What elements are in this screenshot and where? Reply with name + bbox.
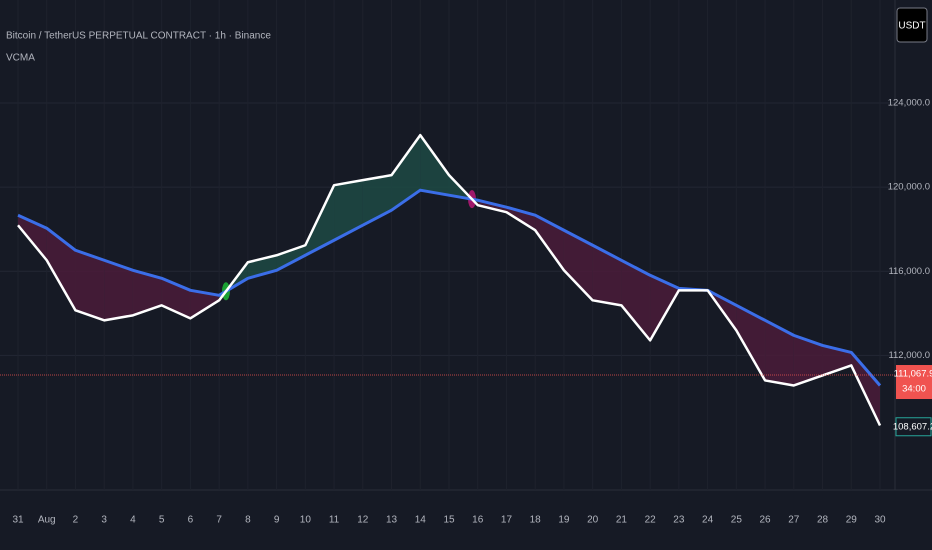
y-tick-label: 120,000.0 bbox=[888, 182, 930, 193]
y-tick-label: 124,000.0 bbox=[888, 98, 930, 109]
price-label: 111,067.9 bbox=[894, 369, 932, 380]
x-tick-label: 28 bbox=[817, 515, 829, 526]
price-label-box bbox=[896, 365, 932, 400]
ma-fill bbox=[535, 215, 564, 271]
indicator-label: VCMA bbox=[6, 53, 35, 64]
ma-fill bbox=[851, 352, 880, 426]
x-tick-label: 21 bbox=[616, 515, 628, 526]
x-tick-label: 11 bbox=[329, 515, 340, 526]
x-tick-label: 8 bbox=[245, 515, 251, 526]
ma-fill bbox=[420, 135, 449, 196]
y-tick-label: 116,000.0 bbox=[888, 266, 930, 277]
countdown-label: 34:00 bbox=[902, 384, 926, 395]
x-tick-label: 10 bbox=[300, 515, 312, 526]
last-value-label: 108,607.2 bbox=[893, 421, 932, 432]
ma-fill bbox=[75, 250, 105, 321]
x-tick-label: 16 bbox=[472, 515, 484, 526]
ma-fill bbox=[736, 305, 766, 381]
ma-fill bbox=[793, 335, 823, 386]
x-tick-label: 9 bbox=[274, 515, 280, 526]
x-tick-label: 5 bbox=[159, 515, 165, 526]
x-tick-label: 13 bbox=[386, 515, 398, 526]
last-value-box bbox=[895, 417, 932, 437]
ma-fill bbox=[334, 180, 363, 241]
x-tick-label: 2 bbox=[73, 515, 79, 526]
x-tick-label: 27 bbox=[788, 515, 800, 526]
ma-fill bbox=[563, 230, 593, 301]
ma-fill bbox=[592, 245, 622, 306]
x-tick-label: 4 bbox=[130, 515, 136, 526]
x-tick-label: 24 bbox=[702, 515, 714, 526]
x-tick-label: 6 bbox=[188, 515, 194, 526]
ma-fill bbox=[621, 260, 651, 341]
ma-line bbox=[17, 133, 882, 427]
x-tick-label: 14 bbox=[415, 515, 427, 526]
x-tick-label: 25 bbox=[731, 515, 743, 526]
chart-title: Bitcoin / TetherUS PERPETUAL CONTRACT · … bbox=[6, 31, 271, 42]
ma-fill bbox=[104, 260, 133, 321]
y-tick-label: 112,000.0 bbox=[888, 350, 930, 361]
currency-label[interactable]: USDT bbox=[898, 21, 925, 32]
ma-fill bbox=[276, 245, 306, 271]
x-tick-label: 17 bbox=[501, 515, 513, 526]
plot-area bbox=[0, 102, 895, 427]
x-tick-label: Aug bbox=[38, 515, 56, 526]
x-tick-label: 3 bbox=[101, 515, 107, 526]
x-tick-label: 29 bbox=[846, 515, 858, 526]
ma-fill bbox=[391, 135, 421, 211]
currency-button[interactable] bbox=[896, 7, 928, 43]
ma-line bbox=[17, 188, 882, 387]
x-tick-label: 15 bbox=[443, 515, 455, 526]
x-tick-label: 30 bbox=[874, 515, 886, 526]
x-tick-label: 7 bbox=[216, 515, 222, 526]
x-tick-label: 26 bbox=[760, 515, 772, 526]
x-tick-label: 19 bbox=[558, 515, 570, 526]
x-tick-label: 22 bbox=[645, 515, 657, 526]
ma-fill bbox=[650, 275, 679, 341]
x-tick-label: 12 bbox=[357, 515, 369, 526]
x-tick-label: 18 bbox=[530, 515, 542, 526]
x-tick-label: 23 bbox=[673, 515, 685, 526]
x-tick-label: 31 bbox=[12, 515, 24, 526]
ma-fill bbox=[132, 270, 162, 316]
ma-fill bbox=[46, 228, 76, 311]
ma-fill bbox=[190, 290, 220, 319]
x-tick-label: 20 bbox=[587, 515, 599, 526]
ma-fill bbox=[765, 320, 794, 386]
